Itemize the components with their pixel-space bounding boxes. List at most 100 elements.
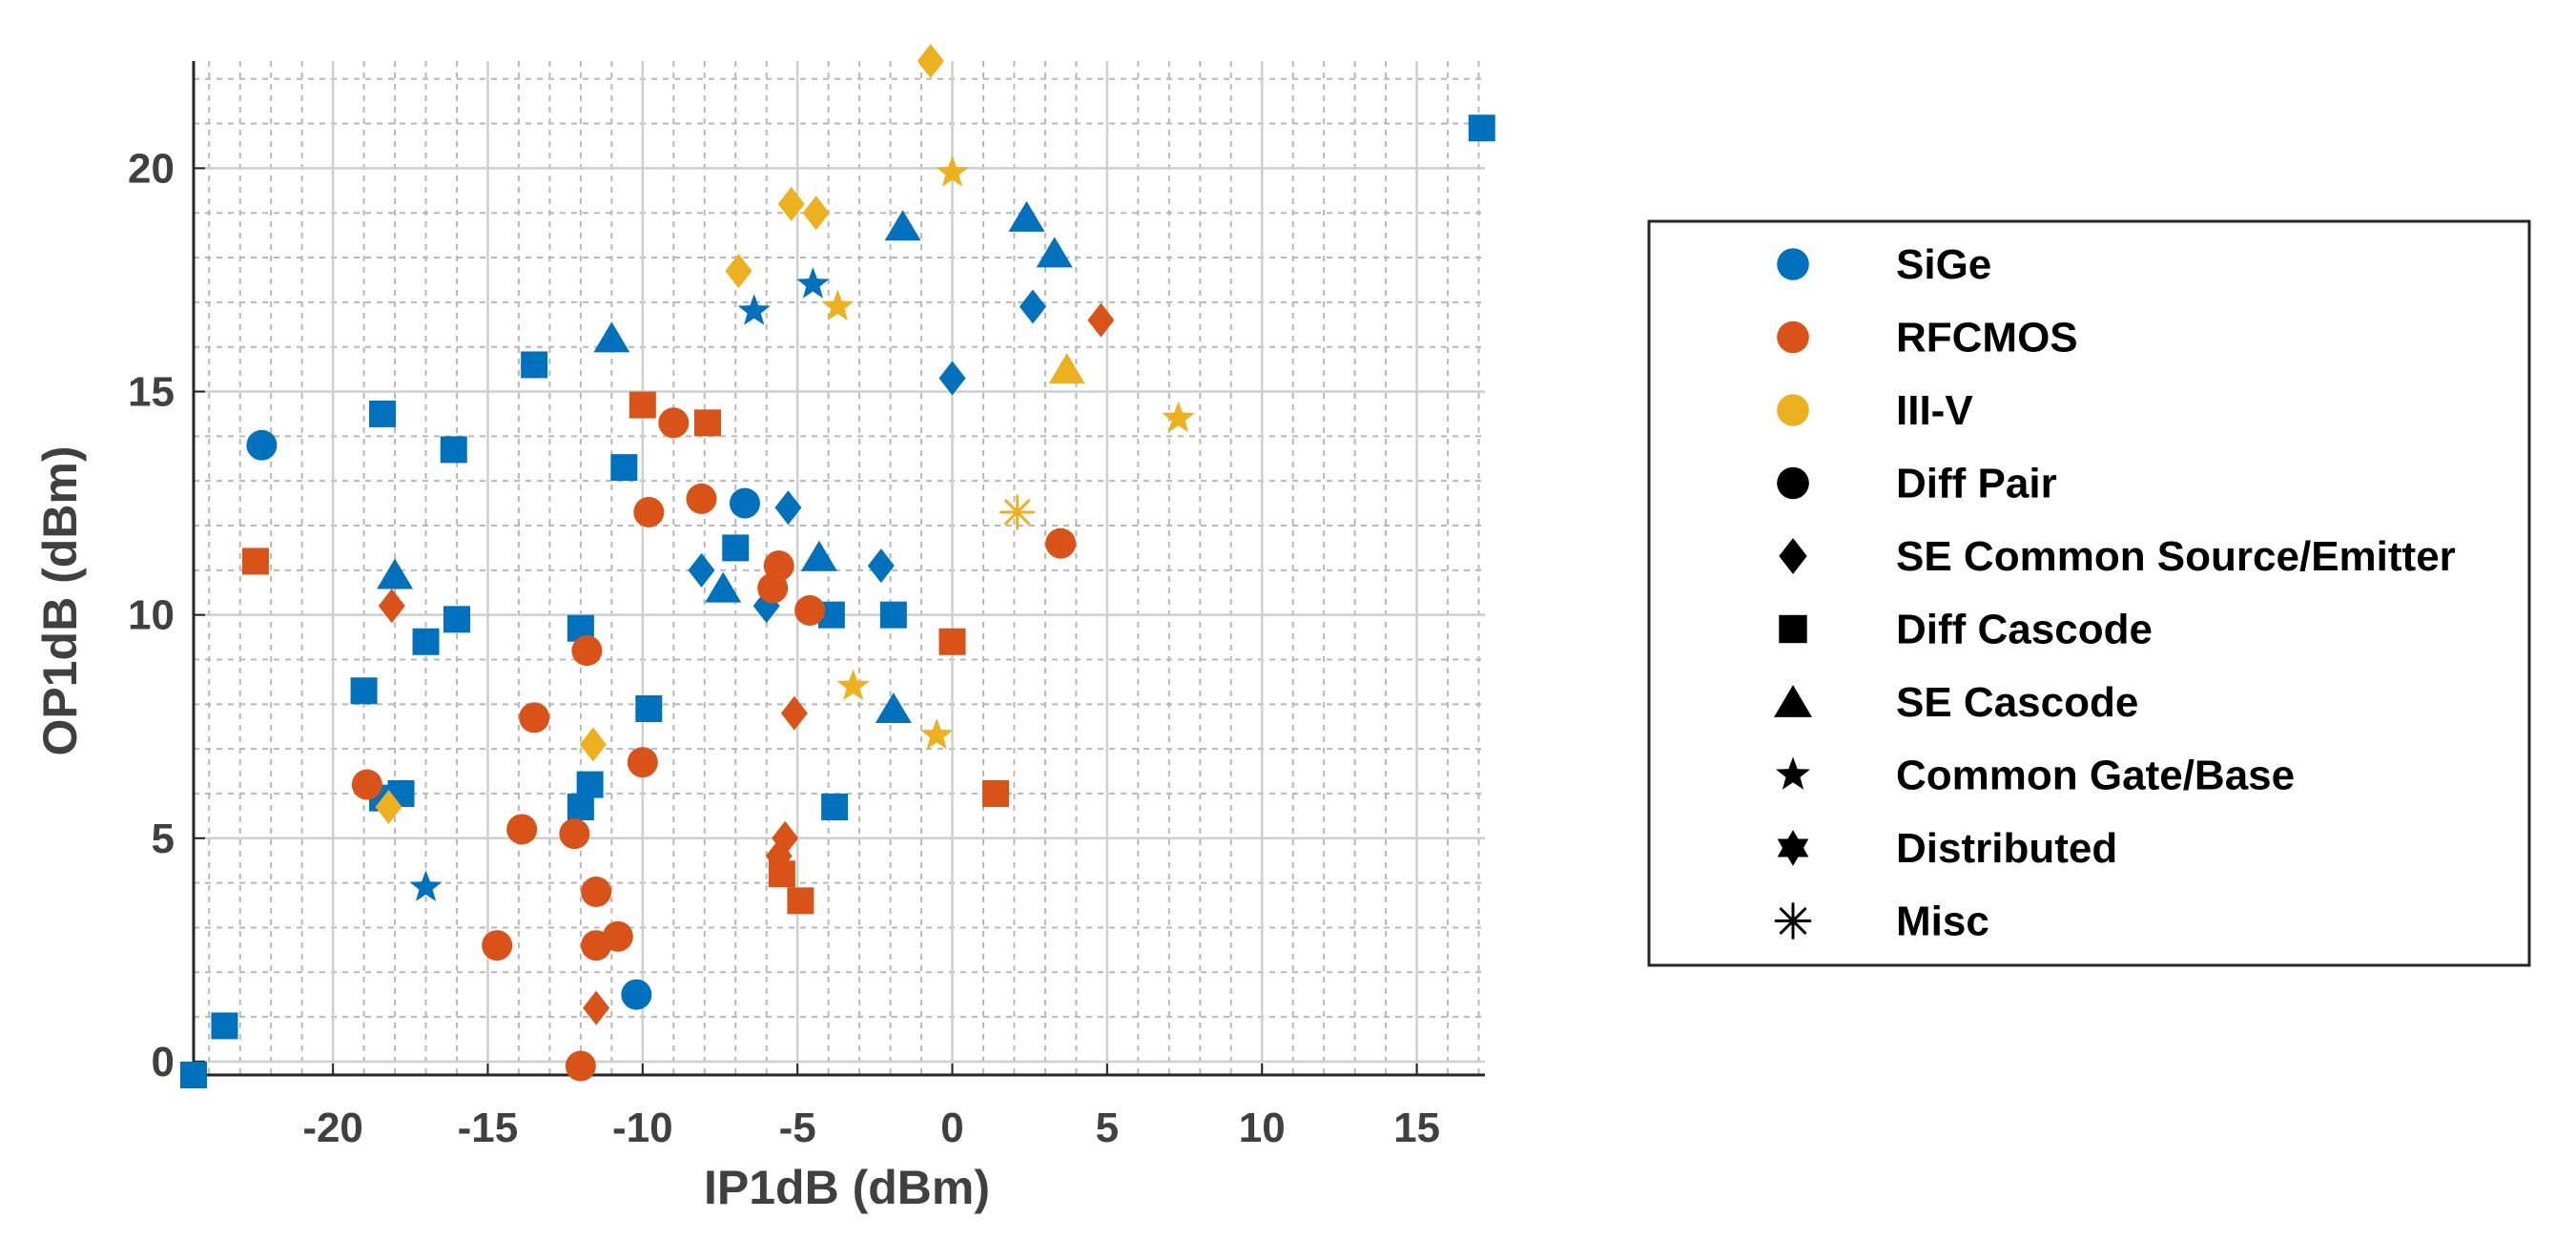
- data-point-diamond: [375, 790, 402, 825]
- data-point-square: [938, 628, 966, 655]
- data-point-circle: [351, 769, 382, 800]
- data-point-circle: [621, 979, 652, 1010]
- data-point-square: [567, 794, 594, 821]
- data-point-square: [369, 400, 397, 427]
- data-point-diamond: [867, 548, 895, 584]
- data-point-pentagram: [920, 718, 954, 750]
- data-point-diamond: [378, 589, 405, 624]
- data-point-square: [350, 677, 378, 705]
- data-point-circle: [1045, 527, 1077, 559]
- legend-label: Misc: [1896, 899, 1989, 945]
- data-point-diamond: [772, 820, 799, 856]
- data-point-square: [879, 601, 907, 629]
- axes: [192, 61, 1485, 1077]
- legend-marker-hexagram: [1777, 830, 1809, 866]
- data-point-square: [211, 1012, 238, 1040]
- data-point-square: [821, 794, 849, 821]
- data-point-triangle: [884, 210, 921, 241]
- asterisk-stroke: [1779, 907, 1807, 935]
- data-point-triangle: [800, 540, 837, 571]
- data-point-diamond: [1087, 302, 1115, 338]
- data-point-square: [1468, 114, 1495, 142]
- data-point-pentagram: [836, 669, 870, 701]
- data-point-circle: [571, 635, 603, 667]
- data-point-square: [412, 628, 440, 655]
- legend: SiGe RFCMOS III-V Diff Pair SE Common Source…: [1647, 219, 2531, 967]
- data-point-circle: [581, 877, 612, 908]
- x-tick-label: -15: [458, 1105, 519, 1151]
- data-point-pentagram: [936, 155, 969, 187]
- data-point-square: [694, 409, 722, 437]
- data-point-diamond: [688, 552, 715, 588]
- data-point-square: [610, 454, 638, 482]
- data-point-circle: [482, 930, 513, 961]
- legend-marker-square: [1779, 614, 1807, 644]
- data-point-square: [635, 695, 663, 723]
- data-point-diamond: [579, 727, 607, 762]
- legend-marker-pentagram: [1776, 756, 1810, 790]
- x-tick-label: 10: [1239, 1105, 1286, 1151]
- y-axis-ticks: 0 5 10 15 20: [128, 145, 205, 1085]
- data-point-circle: [686, 483, 717, 514]
- legend-label: SE Cascode: [1896, 679, 2138, 726]
- legend-label: Distributed: [1896, 825, 2117, 872]
- legend-items: SiGe RFCMOS III-V Diff Pair SE Common Source…: [1774, 241, 2456, 945]
- data-point-pentagram: [1162, 401, 1195, 433]
- data-point-pentagram: [821, 289, 855, 321]
- data-point-diamond: [583, 990, 610, 1025]
- data-point-circle: [627, 747, 658, 778]
- minor-grid: [194, 61, 1485, 1075]
- y-tick-label: 0: [152, 1039, 175, 1085]
- data-point-circle: [506, 814, 538, 845]
- data-point-pentagram: [737, 294, 771, 325]
- x-tick-label: -10: [612, 1105, 673, 1151]
- data-point-circle: [519, 702, 550, 733]
- data-point-square: [629, 391, 656, 419]
- data-point-circle: [633, 496, 665, 527]
- data-point-square: [241, 547, 269, 575]
- data-point-triangle: [1036, 237, 1073, 268]
- x-tick-label: 0: [940, 1105, 963, 1151]
- legend-label: Diff Cascode: [1896, 607, 2153, 653]
- data-point-triangle: [705, 571, 742, 603]
- data-point-circle: [658, 407, 690, 439]
- data-point-circle: [763, 550, 794, 582]
- legend-label: Common Gate/Base: [1896, 753, 2295, 799]
- data-point-triangle: [875, 692, 912, 724]
- legend-label: SiGe: [1896, 241, 1991, 288]
- y-tick-label: 20: [128, 145, 175, 192]
- data-point-square: [768, 860, 795, 888]
- data-point-square: [722, 534, 750, 562]
- data-point-diamond: [938, 361, 966, 396]
- legend-marker-diamond: [1779, 538, 1807, 574]
- data-markers: [180, 44, 1495, 1088]
- data-point-triangle: [593, 321, 630, 353]
- legend-marker-circle: [1777, 394, 1809, 426]
- data-point-diamond: [802, 196, 830, 231]
- x-tick-label: -5: [779, 1105, 816, 1151]
- data-point-square: [443, 606, 470, 633]
- data-point-triangle: [1008, 200, 1045, 232]
- data-point-square: [440, 436, 467, 464]
- data-point-square: [981, 779, 1009, 807]
- data-point-pentagram: [409, 870, 443, 901]
- data-point-diamond: [725, 254, 752, 289]
- y-tick-label: 5: [152, 816, 175, 862]
- data-point-triangle: [377, 558, 414, 589]
- legend-label: III-V: [1896, 387, 1973, 434]
- legend-marker-triangle: [1774, 685, 1812, 717]
- legend-marker-asterisk: [1774, 902, 1812, 940]
- data-point-circle: [246, 429, 278, 461]
- data-point-circle: [559, 818, 590, 850]
- data-point-triangle: [1048, 353, 1085, 384]
- data-point-diamond: [1019, 289, 1046, 324]
- legend-label: RFCMOS: [1896, 315, 2078, 361]
- y-tick-label: 15: [128, 369, 175, 416]
- data-point-diamond: [777, 186, 805, 221]
- legend-marker-circle: [1777, 466, 1809, 500]
- data-point-diamond: [780, 695, 808, 731]
- data-point-pentagram: [796, 267, 830, 299]
- legend-label: Diff Pair: [1896, 461, 2057, 507]
- data-point-diamond: [917, 44, 944, 78]
- y-tick-label: 10: [128, 592, 175, 639]
